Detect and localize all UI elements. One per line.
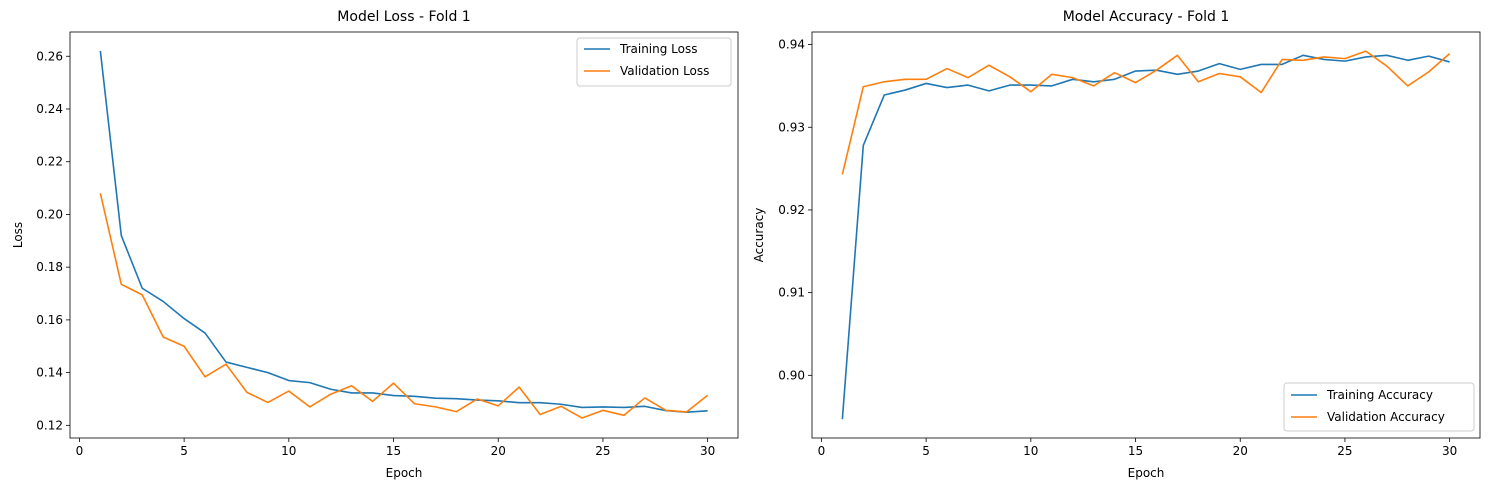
- loss-x-tick-label: 10: [281, 444, 296, 458]
- accuracy-y-tick-label: 0.93: [778, 120, 805, 134]
- accuracy-line-validation-accuracy: [841, 50, 1451, 175]
- accuracy-legend-box: [1283, 382, 1475, 432]
- accuracy-y-tick-label: 0.90: [778, 368, 805, 382]
- loss-x-tick-label: 25: [595, 444, 610, 458]
- loss-x-tick-label: 20: [491, 444, 506, 458]
- loss-y-tick-label: 0.12: [36, 418, 63, 432]
- loss-y-axis-label: Loss: [11, 222, 25, 248]
- loss-legend-label-training: Training Loss: [619, 42, 697, 56]
- loss-y-tick-label: 0.20: [36, 207, 63, 221]
- accuracy-y-tick-label: 0.94: [778, 38, 805, 52]
- accuracy-x-tick-label: 25: [1337, 444, 1352, 458]
- accuracy-plot-frame: [811, 31, 1481, 439]
- accuracy-legend-label-validation: Validation Accuracy: [1327, 410, 1445, 424]
- loss-x-tick-label: 5: [180, 444, 188, 458]
- loss-y-tick-label: 0.24: [36, 102, 63, 116]
- accuracy-x-tick-label: 30: [1442, 444, 1457, 458]
- accuracy-x-tick-label: 15: [1128, 444, 1143, 458]
- loss-legend-label-validation: Validation Loss: [620, 64, 709, 78]
- loss-chart-title: Model Loss - Fold 1: [337, 9, 470, 25]
- loss-x-axis-label: Epoch: [386, 466, 423, 480]
- loss-line-validation-loss: [99, 193, 709, 419]
- loss-y-tick-label: 0.26: [36, 49, 63, 63]
- loss-y-tick-label: 0.22: [36, 155, 63, 169]
- loss-y-tick-label: 0.14: [36, 366, 63, 380]
- loss-x-tick-label: 0: [76, 444, 84, 458]
- accuracy-line-training-accuracy: [841, 54, 1450, 420]
- loss-chart: Model Loss - Fold 1 0 5 10 15 20 25 30 0.12 0.14…: [11, 9, 739, 480]
- accuracy-legend: Training Accuracy Validation Accuracy: [1283, 382, 1475, 432]
- accuracy-x-tick-label: 0: [818, 444, 826, 458]
- accuracy-legend-label-training: Training Accuracy: [1326, 388, 1433, 402]
- accuracy-x-tick-label: 10: [1023, 444, 1038, 458]
- loss-y-tick-label: 0.16: [36, 313, 63, 327]
- accuracy-x-tick-label: 5: [922, 444, 930, 458]
- accuracy-x-tick-label: 20: [1233, 444, 1248, 458]
- loss-y-tick-label: 0.18: [36, 260, 63, 274]
- loss-legend-box: [576, 37, 732, 87]
- accuracy-y-tick-label: 0.92: [778, 203, 805, 217]
- accuracy-chart-title: Model Accuracy - Fold 1: [1063, 9, 1230, 25]
- loss-x-tick-label: 15: [386, 444, 401, 458]
- loss-x-tick-label: 30: [700, 444, 715, 458]
- accuracy-y-axis-label: Accuracy: [752, 208, 766, 263]
- loss-plot-frame: [69, 31, 739, 439]
- accuracy-chart: Model Accuracy - Fold 1 0 5 10 15 20 25 30 0.90…: [752, 9, 1481, 480]
- accuracy-x-axis-label: Epoch: [1128, 466, 1165, 480]
- accuracy-y-tick-label: 0.91: [778, 286, 805, 300]
- loss-legend: Training Loss Validation Loss: [576, 37, 732, 87]
- loss-line-training-loss: [99, 50, 708, 413]
